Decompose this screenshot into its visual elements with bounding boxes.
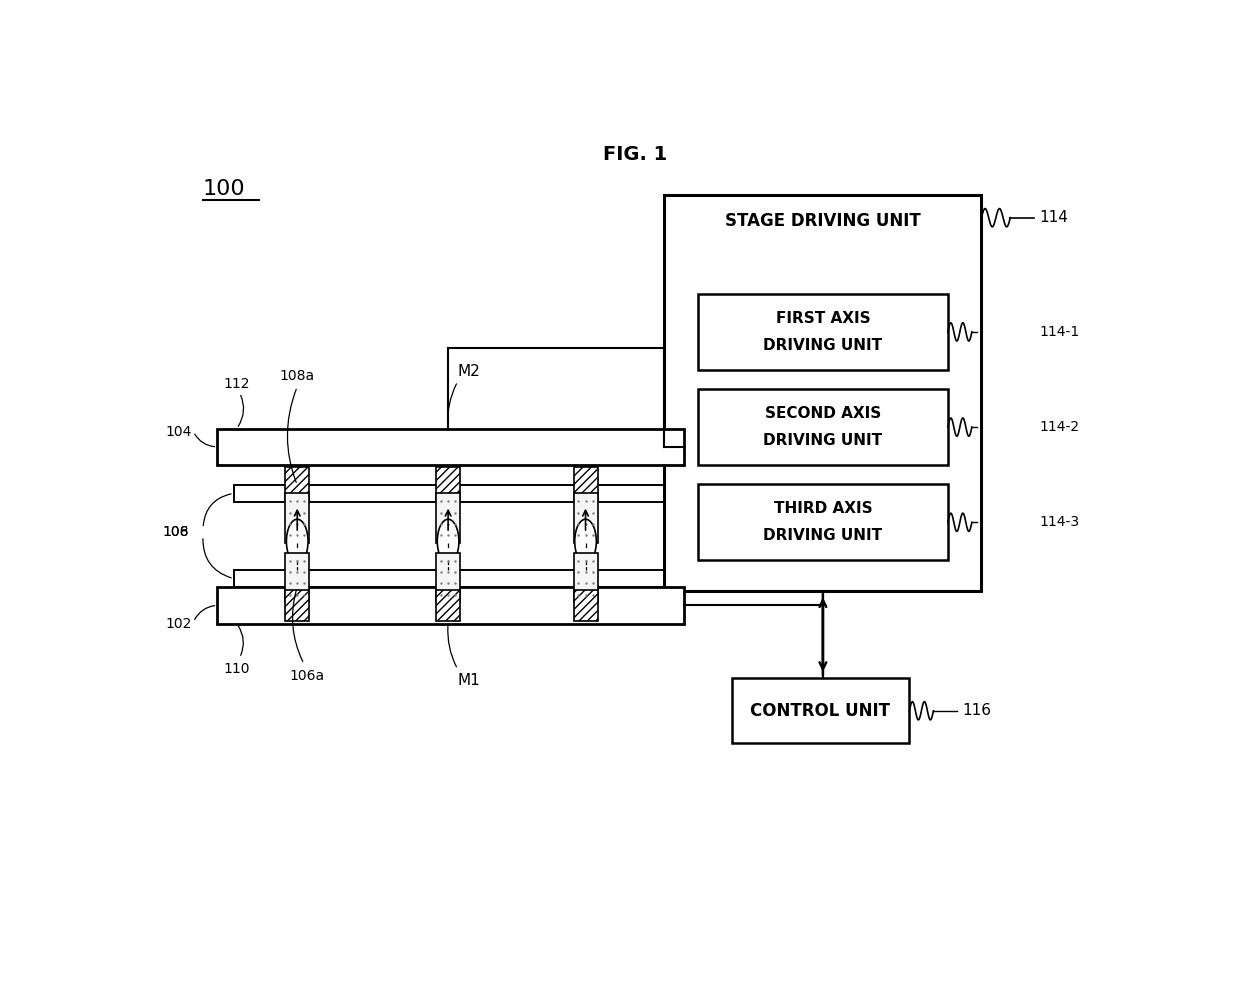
Ellipse shape xyxy=(438,519,459,564)
Ellipse shape xyxy=(574,519,596,564)
Text: DRIVING UNIT: DRIVING UNIT xyxy=(764,433,883,448)
Text: DRIVING UNIT: DRIVING UNIT xyxy=(764,528,883,544)
Text: 116: 116 xyxy=(962,703,991,718)
Text: CONTROL UNIT: CONTROL UNIT xyxy=(750,702,890,720)
Bar xyxy=(436,553,460,602)
Bar xyxy=(698,389,947,465)
Bar xyxy=(285,553,309,602)
Ellipse shape xyxy=(286,519,308,564)
Bar xyxy=(217,428,683,465)
Text: STAGE DRIVING UNIT: STAGE DRIVING UNIT xyxy=(725,212,921,229)
Bar xyxy=(234,571,665,587)
Text: 112: 112 xyxy=(223,377,250,391)
Text: M2: M2 xyxy=(458,364,480,379)
Bar xyxy=(436,494,460,543)
Bar xyxy=(574,589,598,621)
Text: FIRST AXIS: FIRST AXIS xyxy=(775,311,870,325)
Text: DRIVING UNIT: DRIVING UNIT xyxy=(764,338,883,353)
Bar xyxy=(217,587,683,624)
Text: 114: 114 xyxy=(1039,211,1068,225)
Ellipse shape xyxy=(438,546,459,590)
Bar xyxy=(574,494,598,543)
Text: M1: M1 xyxy=(458,674,480,688)
Bar xyxy=(285,494,309,543)
Text: 106a: 106a xyxy=(289,670,325,683)
Bar xyxy=(574,467,598,500)
Text: 106: 106 xyxy=(162,525,188,539)
Text: 114-2: 114-2 xyxy=(1039,420,1079,434)
Text: FIG. 1: FIG. 1 xyxy=(604,145,667,164)
Text: 114-3: 114-3 xyxy=(1039,515,1079,529)
Text: 102: 102 xyxy=(165,617,191,631)
Text: 104: 104 xyxy=(165,424,191,439)
Bar xyxy=(698,294,947,370)
Text: 110: 110 xyxy=(223,662,250,675)
Text: SECOND AXIS: SECOND AXIS xyxy=(765,405,882,421)
Bar xyxy=(285,589,309,621)
Text: 108: 108 xyxy=(162,525,188,539)
Text: 100: 100 xyxy=(203,179,246,199)
Bar xyxy=(698,485,947,561)
Bar xyxy=(665,195,982,590)
Bar xyxy=(436,589,460,621)
Text: 114-1: 114-1 xyxy=(1039,325,1079,339)
Text: 108a: 108a xyxy=(280,369,315,383)
Text: THIRD AXIS: THIRD AXIS xyxy=(774,501,872,516)
Bar xyxy=(285,467,309,500)
Ellipse shape xyxy=(574,546,596,590)
Bar xyxy=(574,553,598,602)
Bar xyxy=(732,678,909,743)
Ellipse shape xyxy=(286,546,308,590)
Bar xyxy=(436,467,460,500)
Bar xyxy=(234,485,665,501)
